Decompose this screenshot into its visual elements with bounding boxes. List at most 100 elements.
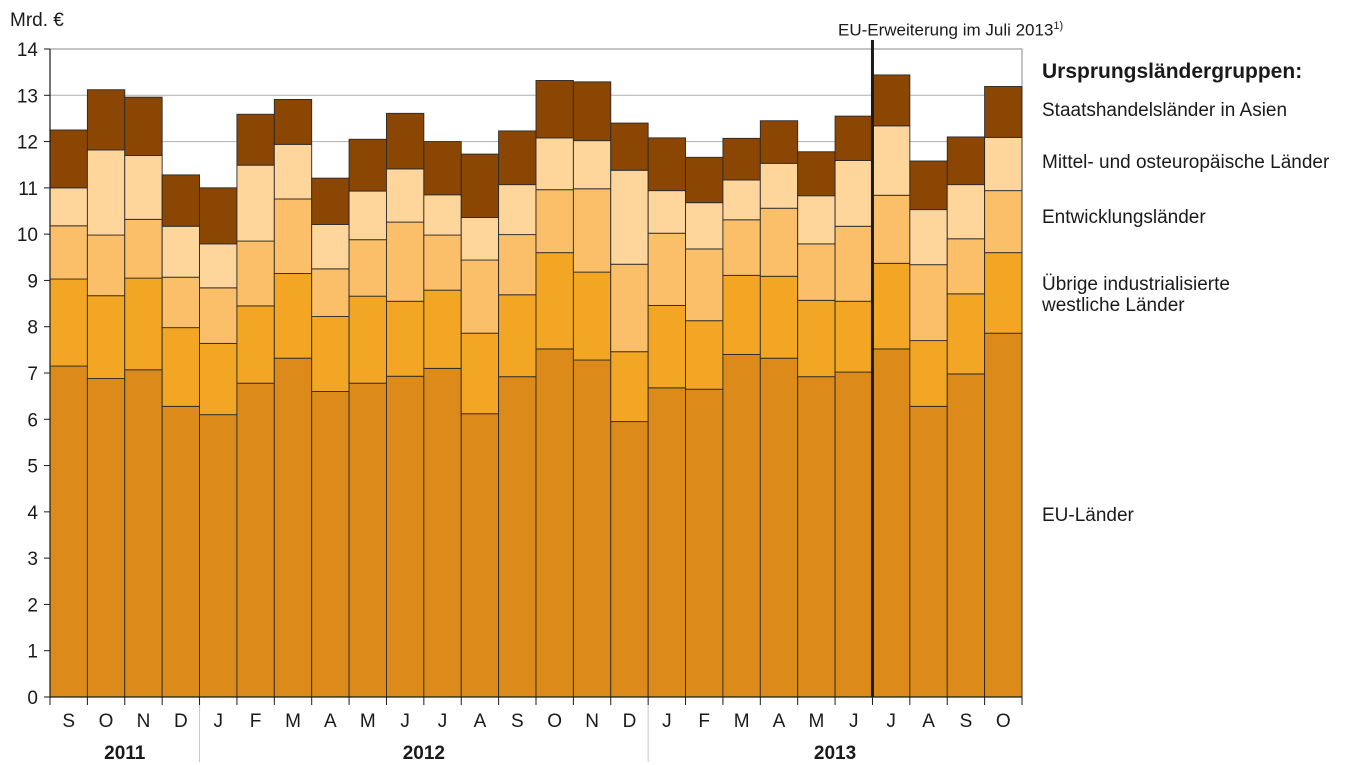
bar-segment (311, 391, 350, 698)
bar-segment (273, 99, 313, 145)
bar-segment (759, 357, 799, 698)
bar-segment (834, 225, 873, 302)
x-tick-label: A (922, 711, 935, 732)
annotation-footnote: 1) (1053, 20, 1064, 32)
bar-segment (460, 259, 500, 334)
y-tick-label: 13 (17, 86, 38, 107)
bar-segment (49, 187, 88, 227)
bar-segment (797, 243, 836, 301)
bar-segment (685, 320, 724, 390)
x-tick-label: J (849, 711, 859, 732)
bar-segment (386, 168, 425, 223)
bar-segment (199, 287, 238, 344)
bar-segment (834, 371, 873, 698)
x-tick-label: A (324, 711, 337, 732)
legend-item-entwicklung: Entwicklungsländer (1042, 207, 1206, 228)
bar-segment (124, 369, 163, 698)
bar-segment (647, 387, 686, 698)
y-tick-label: 5 (27, 457, 38, 478)
bar-segment (946, 293, 986, 375)
x-tick-label: D (174, 711, 188, 732)
x-tick-label: N (585, 711, 599, 732)
bar-segment (647, 190, 686, 234)
year-label: 2012 (403, 743, 445, 764)
x-tick-label: S (62, 711, 75, 732)
x-tick-label: O (547, 711, 562, 732)
bar-segment (834, 115, 873, 161)
bar-segment (984, 332, 1023, 698)
x-tick-label: M (808, 711, 824, 732)
bar-segment (236, 113, 275, 166)
bar-segment (161, 276, 200, 329)
x-tick-label: J (400, 711, 410, 732)
bar-segment (572, 140, 612, 190)
x-tick-label: J (213, 711, 223, 732)
bar-segment (423, 141, 462, 196)
y-tick-label: 2 (27, 595, 38, 616)
bar-segment (872, 348, 911, 698)
bar-segment (273, 357, 313, 698)
bar-segment (236, 240, 275, 307)
eu-enlargement-annotation: EU-Erweiterung im Juli 20131) (838, 20, 1063, 41)
bar-segment (946, 373, 986, 698)
bar-segment (86, 378, 126, 698)
year-label: 2011 (104, 743, 146, 764)
bar-segment (311, 223, 350, 270)
bar-segment (535, 189, 574, 254)
bar-segment (161, 405, 200, 698)
y-tick-label: 1 (27, 642, 38, 663)
bar-segment (946, 238, 986, 295)
bar-segment (236, 164, 275, 242)
bar-segment (460, 217, 500, 261)
bar-segment (797, 299, 836, 378)
bar-segment (273, 198, 313, 274)
bar-segment (236, 382, 275, 698)
y-tick-label: 8 (27, 318, 38, 339)
x-tick-label: F (698, 711, 710, 732)
bar-segment (946, 184, 986, 240)
bar-segment (199, 243, 238, 289)
y-tick-label: 7 (27, 364, 38, 385)
bar-segment (797, 151, 836, 197)
x-tick-label: M (360, 711, 376, 732)
bar-segment (423, 234, 462, 291)
bar-segment (423, 367, 462, 698)
bar-segment (386, 112, 425, 170)
bar-segment (124, 277, 163, 371)
y-tick-label: 10 (17, 225, 38, 246)
bar-segment (984, 136, 1023, 192)
bar-segment (685, 202, 724, 250)
x-tick-label: J (886, 711, 896, 732)
bar-segment (909, 340, 948, 407)
bar-segment (386, 375, 425, 698)
legend-item-eu: EU-Länder (1042, 505, 1134, 526)
bar-segment (386, 300, 425, 377)
bar-segment (572, 81, 612, 142)
bar-segment (49, 129, 88, 189)
bar-segment (685, 388, 724, 698)
x-tick-label: N (137, 711, 151, 732)
bar-segment (572, 359, 612, 698)
bar-segment (460, 153, 500, 218)
bar-segment (49, 225, 88, 280)
y-tick-label: 3 (27, 549, 38, 570)
bar-segment (161, 174, 200, 227)
bar-segment (797, 195, 836, 245)
x-tick-label: S (960, 711, 973, 732)
x-tick-label: M (285, 711, 301, 732)
bar-segment (386, 221, 425, 302)
x-tick-label: O (99, 711, 114, 732)
bar-segment (161, 225, 200, 278)
bar-segment (535, 137, 574, 191)
bar-segment (909, 264, 948, 342)
legend-title: Ursprungsländergruppen: (1042, 60, 1303, 83)
y-tick-label: 14 (17, 40, 39, 61)
bar-segment (86, 89, 126, 151)
y-tick-label: 0 (27, 688, 38, 709)
bar-segment (311, 177, 350, 225)
bar-segment (199, 187, 238, 245)
bar-segment (498, 294, 537, 378)
bar-segment (610, 351, 649, 423)
bar-segment (311, 268, 350, 317)
legend-item-staatshandel: Staatshandelsländer in Asien (1042, 100, 1288, 121)
